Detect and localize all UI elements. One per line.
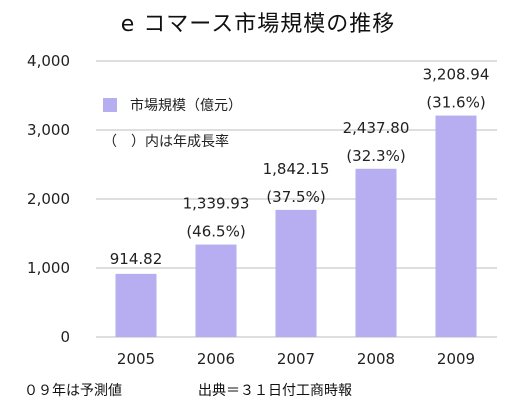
bar-2006 <box>195 244 237 337</box>
growth-label: (37.5%) <box>266 188 325 206</box>
footer-source: 出典＝３１日付工商時報 <box>198 383 352 399</box>
bar-2009 <box>435 115 477 338</box>
y-axis-ticks: 0 1,000 2,000 3,000 4,000 <box>27 52 70 346</box>
value-label: 1,339.93 <box>183 195 250 213</box>
growth-label: (32.3%) <box>346 147 405 165</box>
growth-label: (46.5%) <box>186 223 245 241</box>
bar-2008 <box>355 168 397 337</box>
x-axis-ticks: 2005 2006 2007 2008 2009 <box>117 350 475 368</box>
x-tick-label: 2006 <box>197 350 235 368</box>
value-label: 914.82 <box>110 250 163 268</box>
legend-swatch <box>103 98 117 112</box>
value-label: 2,437.80 <box>343 119 410 137</box>
y-tick-label: 1,000 <box>27 259 70 277</box>
y-tick-label: 3,000 <box>27 121 70 139</box>
value-label: 1,842.15 <box>263 160 330 178</box>
bars <box>115 115 477 338</box>
growth-labels: (46.5%) (37.5%) (32.3%) (31.6%) <box>186 94 485 241</box>
y-tick-label: 2,000 <box>27 190 70 208</box>
bar-2007 <box>275 209 317 337</box>
bar-2005 <box>115 273 157 337</box>
chart-title: e コマース市場規模の推移 <box>120 12 396 37</box>
x-tick-label: 2005 <box>117 350 155 368</box>
x-tick-label: 2009 <box>437 350 475 368</box>
legend: 市場規模（億元） （ ）内は年成長率 <box>103 97 242 150</box>
x-tick-label: 2007 <box>277 350 315 368</box>
footer-note: ０９年は予測値 <box>24 383 122 399</box>
value-labels: 914.82 1,339.93 1,842.15 2,437.80 3,208.94 <box>110 66 490 268</box>
growth-label: (31.6%) <box>426 94 485 112</box>
y-tick-label: 4,000 <box>27 52 70 70</box>
legend-growth-note: （ ）内は年成長率 <box>103 133 229 150</box>
y-tick-label: 0 <box>60 328 70 346</box>
value-label: 3,208.94 <box>423 66 490 84</box>
legend-series-label: 市場規模（億元） <box>130 97 242 114</box>
x-tick-label: 2008 <box>357 350 395 368</box>
